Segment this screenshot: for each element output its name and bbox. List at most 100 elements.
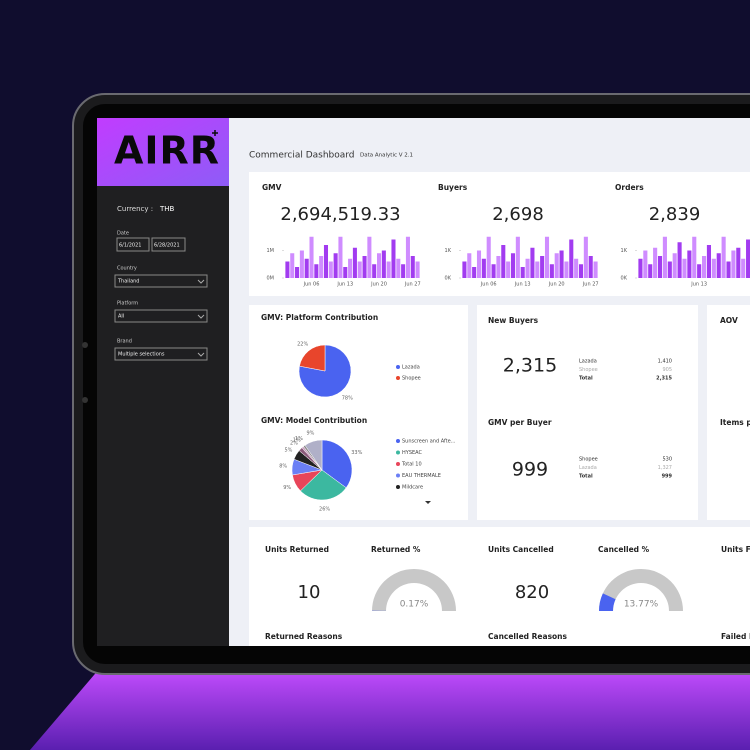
bar: [667, 261, 672, 278]
bar: [559, 250, 564, 278]
bar: [376, 253, 382, 278]
bar: [338, 236, 343, 278]
bar: [569, 239, 574, 278]
gauge-label: 13.77%: [624, 600, 659, 610]
page-title: Commercial Dashboard: [249, 151, 355, 161]
bar: [386, 261, 391, 278]
bar: [520, 267, 525, 278]
legend-label: Sunscreen and Afte...: [402, 439, 456, 445]
bar: [333, 253, 338, 278]
bar: [491, 264, 496, 278]
bar: [343, 267, 348, 278]
legend-scroll[interactable]: [425, 501, 431, 504]
bar: [319, 256, 324, 278]
card-value: 820: [515, 582, 549, 603]
bar: [701, 256, 707, 278]
kpi-title: GMV: [262, 183, 282, 192]
card-title: GMV: Platform Contribution: [261, 313, 378, 322]
legend-swatch: [396, 485, 400, 489]
x-tick-label: Jun 27: [582, 282, 599, 288]
card-title: Cancelled %: [598, 545, 650, 554]
bar: [295, 267, 300, 278]
card-title: Cancelled Reasons: [488, 632, 568, 641]
card-title: Items p: [720, 418, 750, 427]
legend-swatch: [396, 376, 400, 380]
brand-dropdown[interactable]: [114, 347, 208, 361]
bar: [687, 250, 692, 278]
bar: [476, 250, 482, 278]
legend-swatch: [396, 473, 400, 478]
currency-label: Currency :: [117, 205, 153, 213]
bar: [692, 236, 697, 278]
bar: [309, 236, 314, 278]
bar: [405, 236, 410, 278]
bar: [515, 236, 520, 278]
bar: [481, 258, 486, 278]
card-title: Units Returned: [265, 545, 329, 554]
bar: [741, 258, 746, 278]
bar: [362, 256, 367, 278]
bar: [290, 253, 295, 278]
country-dropdown[interactable]: [114, 274, 208, 288]
filter-label: Platform: [117, 301, 138, 307]
sidebar: [97, 118, 229, 646]
camera: [82, 342, 88, 348]
platform-dropdown[interactable]: [114, 309, 208, 323]
bar: [391, 239, 396, 278]
bar: [554, 253, 559, 278]
buyers-card: [477, 305, 698, 520]
bar: [711, 258, 716, 278]
kpi-title: Orders: [615, 183, 644, 192]
slice-label: 22%: [297, 342, 308, 348]
row-label: Total: [579, 376, 593, 382]
bar: [299, 250, 304, 278]
bar: [501, 245, 506, 278]
date-from-box[interactable]: [116, 237, 150, 252]
row-value: 905: [662, 367, 672, 373]
row-label: Lazada: [579, 359, 597, 365]
bar: [662, 236, 667, 278]
bar: [304, 258, 309, 278]
bar: [706, 245, 712, 278]
x-tick-label: Jun 27: [404, 282, 421, 288]
bar: [583, 236, 588, 278]
sensor: [82, 397, 88, 403]
bar: [285, 261, 290, 278]
bar: [314, 264, 319, 278]
bar: [381, 250, 386, 278]
logo: AIRR: [114, 129, 220, 173]
gauge-fill: [599, 593, 616, 611]
gauge-track: [372, 569, 456, 611]
filter-value: 6/28/2021: [154, 243, 180, 249]
bar: [410, 256, 415, 278]
bar: [530, 247, 535, 278]
x-tick-label: Jun 06: [303, 282, 320, 288]
legend-swatch: [396, 450, 400, 455]
bar: [716, 253, 721, 278]
bar: [535, 261, 540, 278]
row-value: 1,327: [658, 465, 672, 471]
card-title: Failed R: [721, 632, 750, 641]
date-to-box[interactable]: [151, 237, 186, 252]
legend-swatch: [396, 439, 400, 443]
slice-label: 26%: [319, 506, 330, 512]
y-tick-label: 0K: [621, 276, 628, 282]
slice-label: 5%: [284, 448, 292, 454]
bar: [348, 258, 353, 278]
row-value: 1,410: [658, 359, 672, 365]
bar: [574, 258, 579, 278]
card-title: New Buyers: [488, 316, 539, 325]
slice-label: 2%: [290, 440, 298, 446]
bar: [672, 253, 677, 278]
filter-value: Multiple selections: [118, 352, 165, 358]
contribution-card: [249, 305, 468, 520]
row-label: Shopee: [579, 457, 598, 463]
card-title: AOV: [720, 316, 738, 325]
legend-label: Shopee: [402, 376, 421, 382]
filter-value: 6/1/2021: [119, 243, 141, 249]
card-value: 2,315: [503, 355, 557, 377]
legend-label: Mildcare: [402, 485, 423, 491]
bar: [657, 256, 663, 278]
